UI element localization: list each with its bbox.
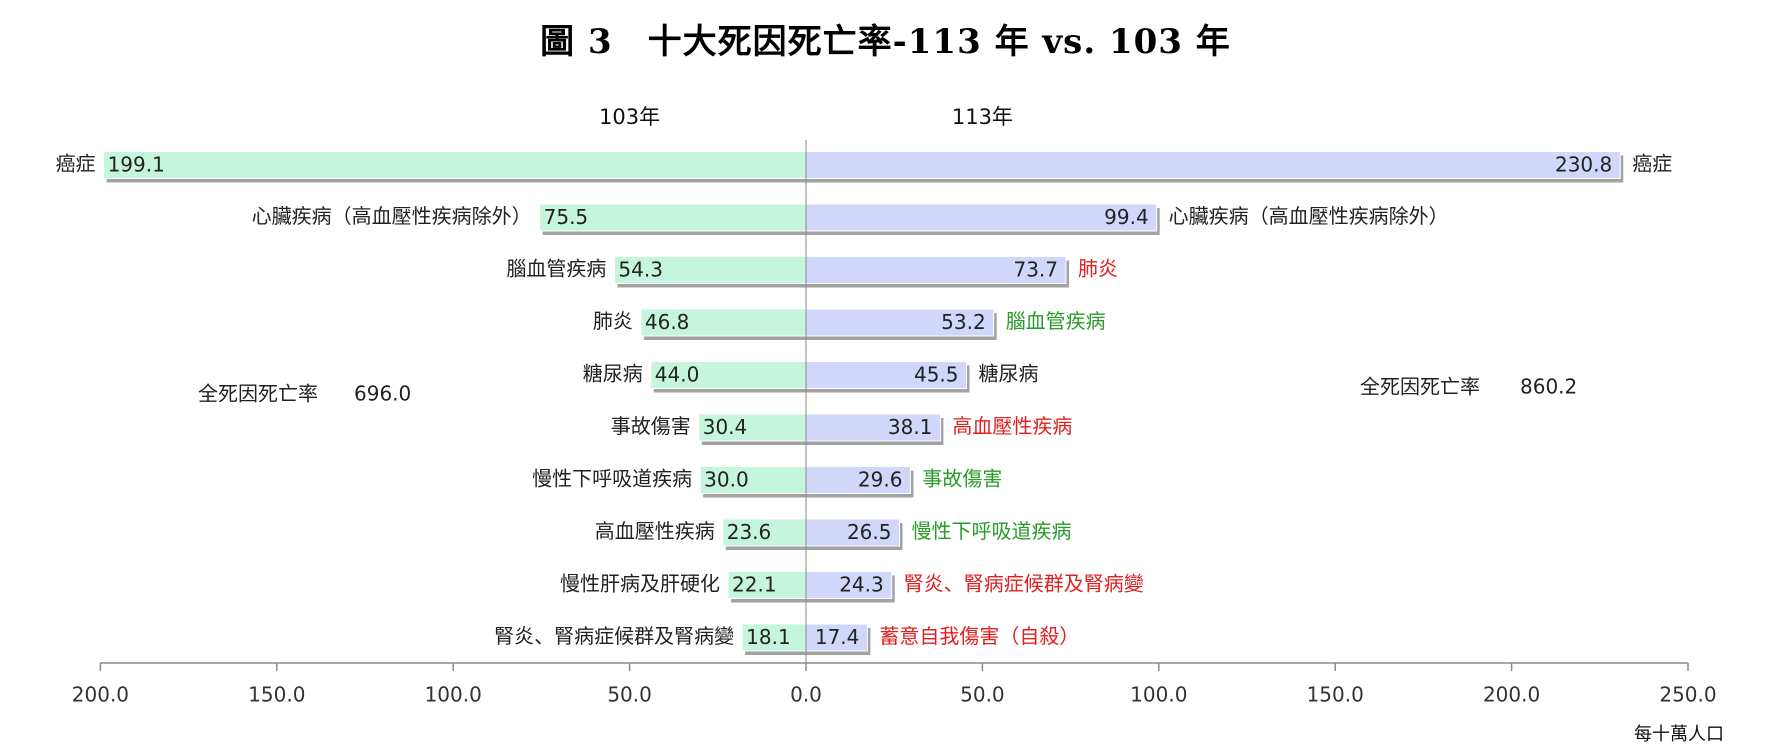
category-label-103: 腦血管疾病 xyxy=(506,257,606,281)
x-tick-label: 0.0 xyxy=(790,683,822,707)
category-label-103: 腎炎、腎病症候群及腎病變 xyxy=(494,624,734,648)
x-tick-label: 250.0 xyxy=(1659,683,1716,707)
value-label-103: 54.3 xyxy=(618,258,663,282)
x-tick-label: 100.0 xyxy=(1130,683,1187,707)
bar-103 xyxy=(722,518,807,547)
unit-label: 每十萬人口 xyxy=(1634,724,1724,745)
value-label-103: 199.1 xyxy=(108,153,165,177)
bar-113 xyxy=(805,623,868,652)
x-tick-label: 150.0 xyxy=(248,683,305,707)
category-label-113: 腎炎、腎病症候群及腎病變 xyxy=(904,572,1144,596)
bar-113 xyxy=(805,466,911,494)
value-label-103: 18.1 xyxy=(746,625,791,649)
x-tick-label: 200.0 xyxy=(72,683,129,707)
x-tick-label: 50.0 xyxy=(960,683,1005,707)
value-label-103: 46.8 xyxy=(645,310,690,334)
bar-113 xyxy=(805,361,968,389)
value-label-103: 30.0 xyxy=(704,468,749,492)
bar-113 xyxy=(805,203,1158,232)
value-label-103: 23.6 xyxy=(727,520,772,544)
category-label-103: 慢性肝病及肝硬化 xyxy=(560,572,720,596)
value-label-113: 26.5 xyxy=(847,520,892,544)
value-label-113: 230.8 xyxy=(1555,153,1612,177)
category-label-103: 慢性下呼吸道疾病 xyxy=(532,467,692,491)
bar-113 xyxy=(805,413,941,442)
bar-103 xyxy=(539,203,807,232)
value-label-113: 99.4 xyxy=(1104,205,1149,229)
bar-103 xyxy=(727,571,807,599)
value-label-103: 30.4 xyxy=(703,415,748,439)
value-label-113: 53.2 xyxy=(941,310,986,334)
bar-103 xyxy=(698,413,807,442)
x-tick-label: 200.0 xyxy=(1483,683,1540,707)
bar-103 xyxy=(741,623,807,652)
bar-113 xyxy=(805,571,893,599)
x-tick-label: 100.0 xyxy=(425,683,482,707)
chart-title: 圖 3 十大死因死亡率-113 年 vs. 103 年 xyxy=(540,22,1231,62)
bar-103 xyxy=(103,151,807,179)
category-label-103: 高血壓性疾病 xyxy=(595,519,715,543)
x-tick-label: 50.0 xyxy=(607,683,652,707)
value-label-103: 22.1 xyxy=(732,573,777,597)
bar-103 xyxy=(650,361,807,389)
total-label-103: 全死因死亡率 xyxy=(198,382,318,406)
total-label-113: 全死因死亡率 xyxy=(1360,375,1480,399)
category-label-103: 心臟疾病（高血壓性疾病除外） xyxy=(252,204,532,228)
bar-113 xyxy=(805,518,900,547)
category-label-113: 蓄意自我傷害（自殺） xyxy=(879,624,1079,648)
total-value-103: 696.0 xyxy=(354,382,411,406)
value-label-113: 38.1 xyxy=(888,415,933,439)
category-label-113: 心臟疾病（高血壓性疾病除外） xyxy=(1169,204,1449,228)
category-label-113: 腦血管疾病 xyxy=(1006,309,1106,333)
value-label-113: 45.5 xyxy=(914,363,959,387)
value-label-103: 75.5 xyxy=(544,205,589,229)
category-label-113: 肺炎 xyxy=(1078,257,1118,281)
series-label-103: 103年 xyxy=(599,105,660,129)
category-label-113: 糖尿病 xyxy=(979,362,1039,386)
value-label-103: 44.0 xyxy=(655,363,700,387)
category-label-113: 慢性下呼吸道疾病 xyxy=(911,519,1071,543)
series-label-113: 113年 xyxy=(952,105,1013,129)
category-label-113: 高血壓性疾病 xyxy=(952,414,1072,438)
x-tick-label: 150.0 xyxy=(1307,683,1364,707)
value-label-113: 73.7 xyxy=(1013,258,1058,282)
value-label-113: 17.4 xyxy=(815,625,860,649)
category-label-103: 癌症 xyxy=(56,152,96,176)
category-label-103: 事故傷害 xyxy=(611,414,691,438)
category-label-113: 癌症 xyxy=(1632,152,1672,176)
category-label-113: 事故傷害 xyxy=(922,467,1002,491)
bar-113 xyxy=(805,308,995,337)
value-label-113: 24.3 xyxy=(839,573,884,597)
bar-113 xyxy=(805,151,1621,179)
category-label-103: 糖尿病 xyxy=(583,362,643,386)
total-value-113: 860.2 xyxy=(1520,375,1577,399)
bar-113 xyxy=(805,256,1067,284)
value-label-113: 29.6 xyxy=(858,468,903,492)
category-label-103: 肺炎 xyxy=(593,309,633,333)
